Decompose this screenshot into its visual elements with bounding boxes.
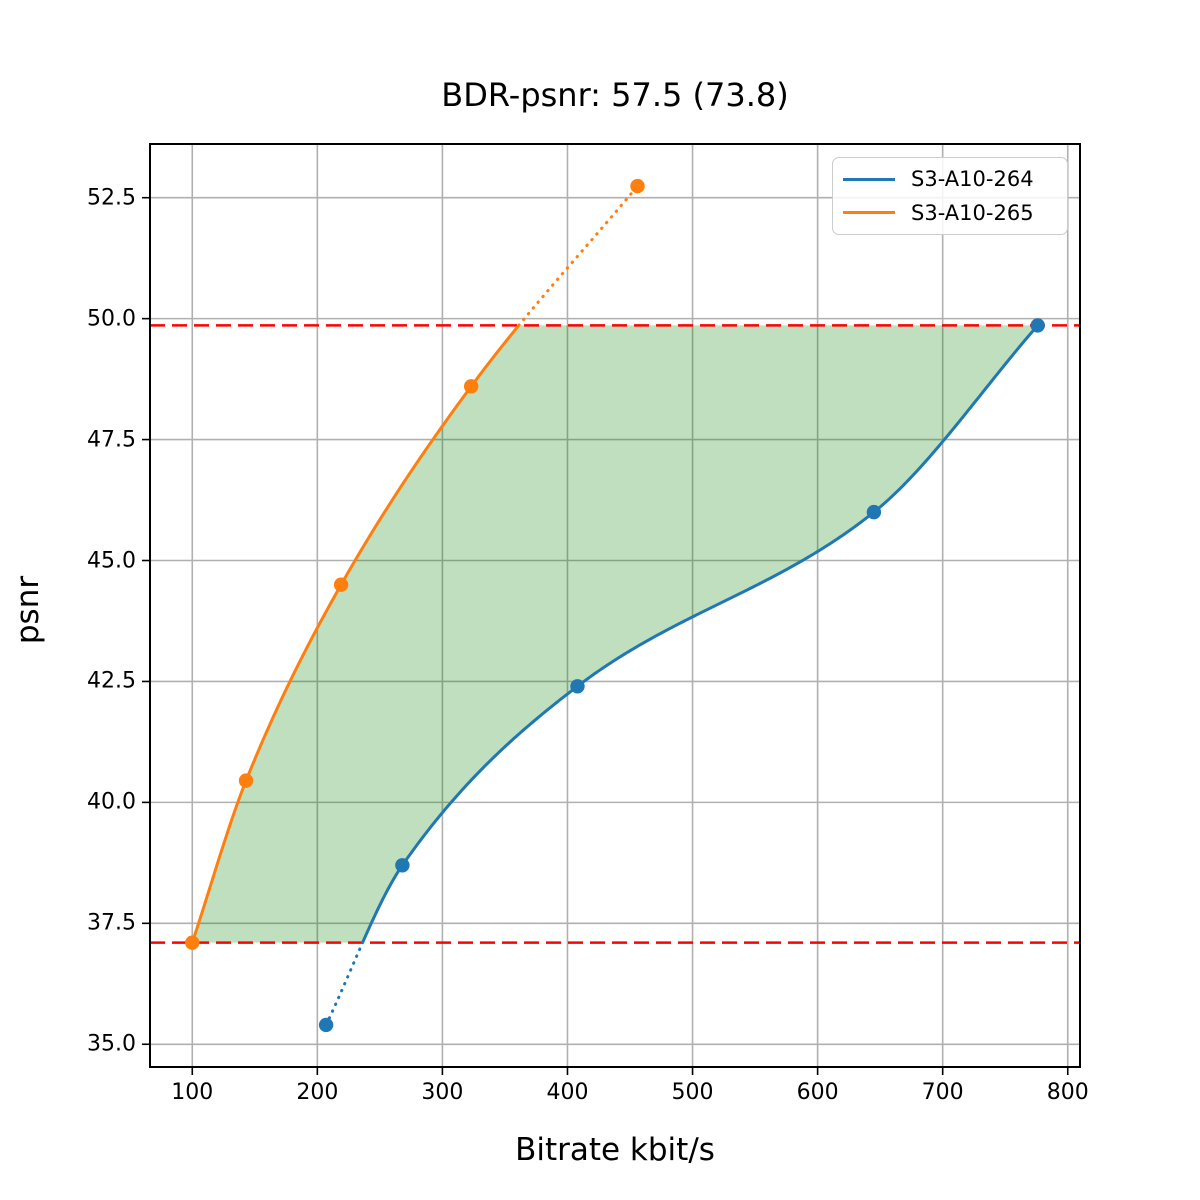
- data-point-S3-A10-265: [238, 773, 254, 788]
- x-tick-label: 300: [421, 1080, 464, 1105]
- x-tick-label: 600: [796, 1080, 839, 1105]
- data-point-S3-A10-264: [318, 1017, 334, 1033]
- legend-line-sample-blue: [843, 177, 895, 181]
- data-point-S3-A10-265: [630, 178, 645, 194]
- curve-264-solid: [361, 323, 1040, 945]
- data-point-S3-A10-265: [463, 379, 479, 394]
- legend: S3-A10-264 S3-A10-265: [832, 157, 1068, 235]
- legend-line-sample-orange: [843, 211, 895, 215]
- legend-item-265: S3-A10-265: [833, 197, 1067, 229]
- data-point-S3-A10-264: [570, 679, 585, 694]
- y-tick-label: 50.0: [87, 306, 136, 332]
- y-tick-label: 42.5: [87, 668, 136, 694]
- bd-area-fill: [192, 325, 1038, 943]
- x-tick-label: 500: [671, 1080, 714, 1105]
- y-tick-label: 35.0: [87, 1031, 136, 1057]
- data-point-S3-A10-264: [1030, 318, 1045, 333]
- curve-265-dotted: [517, 184, 640, 327]
- x-axis-label: Bitrate kbit/s: [515, 1132, 715, 1168]
- curve-264-dotted: [324, 941, 365, 1027]
- x-tick-label: 800: [1046, 1080, 1089, 1105]
- y-tick-label: 37.5: [87, 910, 136, 936]
- x-tick-label: 100: [171, 1080, 214, 1105]
- y-tick-label: 47.5: [87, 427, 136, 453]
- y-tick-label: 45.0: [87, 548, 136, 573]
- legend-label: S3-A10-265: [911, 200, 1034, 225]
- chart-title: BDR-psnr: 57.5 (73.8): [441, 76, 789, 114]
- data-point-S3-A10-265: [333, 577, 349, 592]
- y-axis-label: psnr: [10, 575, 46, 645]
- legend-item-264: S3-A10-264: [833, 163, 1067, 195]
- y-tick-label: 52.5: [87, 185, 136, 211]
- data-point-S3-A10-264: [395, 858, 410, 873]
- legend-label: S3-A10-264: [911, 167, 1034, 192]
- data-point-S3-A10-265: [185, 935, 200, 950]
- x-tick-label: 400: [546, 1080, 589, 1105]
- x-tick-label: 200: [296, 1080, 339, 1105]
- axes-spines: [149, 143, 1081, 1068]
- y-tick-label: 40.0: [87, 789, 136, 815]
- data-point-S3-A10-264: [866, 504, 882, 520]
- x-tick-label: 700: [921, 1080, 964, 1105]
